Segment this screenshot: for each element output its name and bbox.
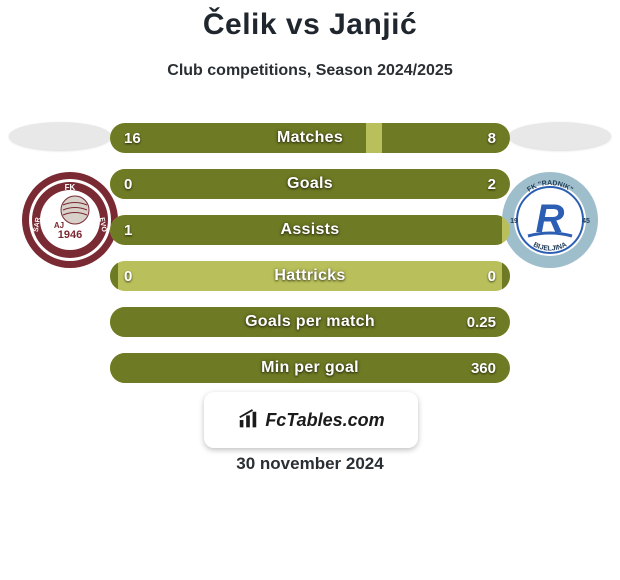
left-club-badge-svg: FK SAR EVO 1946 AJ <box>20 170 120 270</box>
left-badge-text-top: FK <box>65 183 76 192</box>
bar-left-fill <box>110 169 118 199</box>
stats-icon <box>237 409 259 431</box>
right-flag-placeholder <box>509 122 611 150</box>
left-badge-text-curve: AJ <box>54 221 64 230</box>
bar-right-fill <box>502 261 510 291</box>
brand-pill: FcTables.com <box>204 392 418 448</box>
right-badge-year-right: 45 <box>582 218 590 225</box>
bar-bg <box>110 261 510 291</box>
bar-left-fill <box>110 353 118 383</box>
bar-left-fill <box>110 215 502 245</box>
bar-right-fill <box>118 353 510 383</box>
right-badge-year-left: 19 <box>510 218 518 225</box>
stat-row-goals-per-match: Goals per match 0.25 <box>110 307 510 337</box>
page-title: Čelik vs Janjić <box>0 8 620 42</box>
stat-row-goals: 0 Goals 2 <box>110 169 510 199</box>
bar-right-fill <box>118 307 510 337</box>
bar-bg <box>110 307 510 337</box>
snapshot-date: 30 november 2024 <box>0 454 620 474</box>
brand-text: FcTables.com <box>265 410 384 431</box>
left-badge-year: 1946 <box>58 229 82 241</box>
stat-bars: 16 Matches 8 0 Goals 2 1 Assists <box>110 123 510 399</box>
left-club-badge: FK SAR EVO 1946 AJ <box>20 170 120 270</box>
bar-left-fill <box>110 261 118 291</box>
right-club-badge-svg: R FK "RADNIK" BIJELJINA 19 45 <box>500 170 600 270</box>
bar-bg <box>110 353 510 383</box>
bar-bg <box>110 215 510 245</box>
bar-bg <box>110 123 510 153</box>
bar-right-fill <box>382 123 510 153</box>
bar-left-fill <box>110 123 366 153</box>
stat-row-min-per-goal: Min per goal 360 <box>110 353 510 383</box>
right-club-badge: R FK "RADNIK" BIJELJINA 19 45 <box>500 170 600 270</box>
left-flag-placeholder <box>9 122 111 150</box>
page-subtitle: Club competitions, Season 2024/2025 <box>0 62 620 80</box>
stat-row-assists: 1 Assists <box>110 215 510 245</box>
bar-left-fill <box>110 307 118 337</box>
comparison-card: Čelik vs Janjić Club competitions, Seaso… <box>0 0 620 580</box>
stat-row-matches: 16 Matches 8 <box>110 123 510 153</box>
bar-bg <box>110 169 510 199</box>
bar-right-fill <box>118 169 510 199</box>
stat-row-hattricks: 0 Hattricks 0 <box>110 261 510 291</box>
